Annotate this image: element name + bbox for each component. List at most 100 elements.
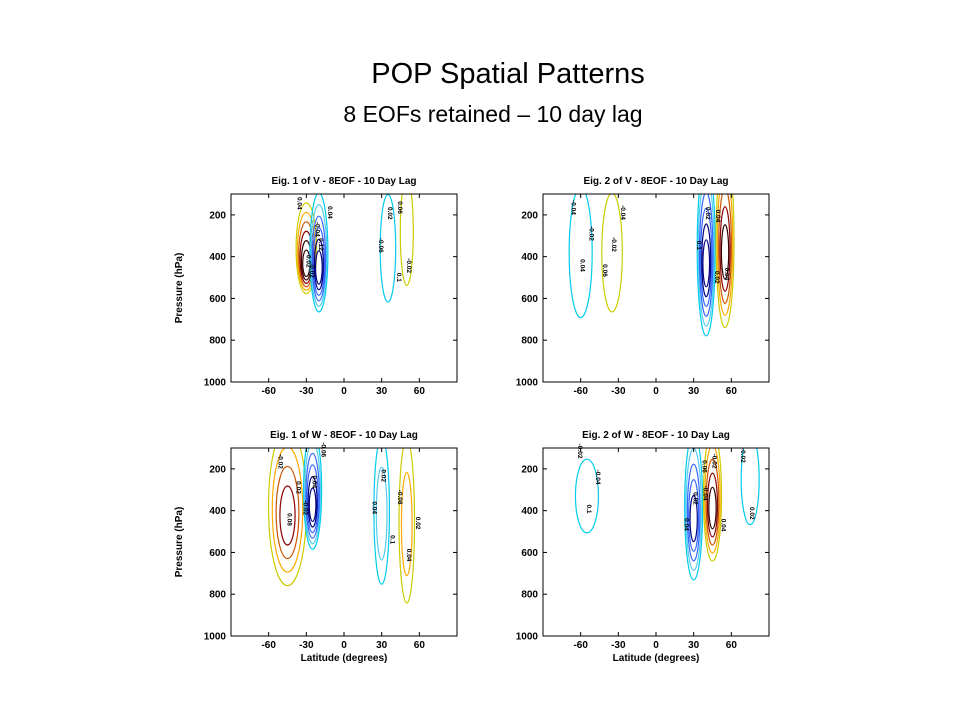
contour-3-1 (716, 194, 734, 317)
y-tick-label: 600 (521, 548, 538, 559)
contour-3-2 (718, 194, 732, 304)
contour-label: 0.1 (695, 241, 702, 250)
contour-2-3 (700, 207, 713, 308)
contour-label: 0.04 (579, 259, 586, 272)
x-tick-label: 30 (376, 386, 388, 397)
y-tick-label: 1000 (516, 378, 539, 389)
x-axis-label: Latitude (degrees) (301, 653, 388, 664)
contour-label: -0.06 (320, 442, 327, 457)
x-tick-label: -30 (611, 386, 626, 397)
contour-label: -0.08 (396, 490, 403, 505)
contour-1-4 (313, 238, 324, 291)
contour-label: 0.02 (414, 517, 421, 530)
contour-label: -0.04 (313, 222, 320, 237)
y-tick-label: 200 (209, 464, 226, 475)
contour-2-1 (375, 466, 388, 561)
y-tick-label: 1000 (204, 378, 227, 389)
contour-0-0 (267, 448, 308, 587)
contour-label: 0.02 (704, 207, 711, 220)
contour-lines (574, 448, 760, 581)
contour-3-4 (720, 224, 730, 280)
panel-eig2-w: Eig. 2 of W - 8EOF - 10 Day Lag -0.02 0.02… (480, 422, 780, 672)
x-tick-label: 0 (341, 640, 347, 651)
contour-label: -0.04 (570, 200, 577, 215)
contour-label: -0.02 (711, 454, 718, 469)
contour-label: -0.06 (377, 238, 384, 253)
x-tick-label: 0 (341, 386, 347, 397)
panel-title: Eig. 2 of V - 8EOF - 10 Day Lag (583, 176, 728, 187)
contour-1-2 (305, 452, 320, 539)
contour-1-2 (686, 463, 701, 562)
y-tick-label: 1000 (516, 632, 539, 643)
contour-label: 0.04 (295, 197, 302, 210)
contour-label: 0.06 (396, 201, 403, 214)
contour-label: 0.04 (723, 268, 730, 281)
contour-label: -0.02 (610, 237, 617, 252)
contour-1-1 (310, 204, 328, 307)
contour-label: -0.02 (739, 448, 746, 463)
contour-label: 0.04 (720, 519, 727, 532)
contour-3-0 (398, 448, 416, 604)
y-axis-label: Pressure (hPa) (174, 253, 185, 324)
contour-3-0 (399, 194, 414, 286)
x-tick-label: -60 (261, 640, 276, 651)
contour-0-0 (574, 458, 600, 534)
y-tick-label: 400 (209, 506, 226, 517)
slide-subtitle: 8 EOFs retained – 10 day lag (343, 101, 643, 127)
x-tick-label: -30 (299, 640, 314, 651)
plot-frame (230, 447, 458, 637)
contour-0-1 (271, 448, 304, 573)
contour-2-4 (708, 486, 717, 530)
y-tick-label: 200 (521, 464, 538, 475)
contour-1-0 (684, 448, 704, 581)
contour-label: -0.02 (277, 454, 284, 469)
contour-0-0 (568, 194, 593, 319)
x-tick-label: 30 (688, 640, 700, 651)
contour-2-5 (702, 239, 711, 288)
contour-label: 0.04 (326, 206, 333, 219)
contour-label: -0.02 (405, 258, 412, 273)
contour-chart: Eig. 1 of W - 8EOF - 10 Day Lag -0.02 0.04… (174, 430, 458, 664)
contour-1-0 (309, 194, 329, 313)
contour-label: 0.06 (701, 460, 708, 473)
contour-1-0 (303, 448, 323, 550)
x-tick-label: -30 (611, 640, 626, 651)
y-tick-label: 400 (521, 252, 538, 263)
slide-title: POP Spatial Patterns (371, 58, 645, 90)
contour-label: 0.02 (380, 469, 387, 482)
contour-lines (267, 448, 416, 604)
x-tick-label: 60 (726, 386, 738, 397)
y-tick-label: 400 (521, 506, 538, 517)
panel-eig1-w: Eig. 1 of W - 8EOF - 10 Day Lag -0.02 0.04… (168, 422, 468, 672)
contour-label: 0.02 (304, 255, 311, 268)
y-tick-label: 600 (209, 548, 226, 559)
contour-label: 0.02 (713, 271, 720, 284)
contour-label: 0.06 (601, 264, 608, 277)
y-tick-label: 200 (521, 210, 538, 221)
contour-1-5 (314, 250, 323, 285)
contour-lines (295, 194, 414, 313)
contour-label: 0.08 (286, 513, 293, 526)
contour-3-1 (400, 471, 413, 577)
contour-label: 0.04 (405, 549, 412, 562)
panel-eig2-v: Eig. 2 of V - 8EOF - 10 Day Lag -0.04 -0.0… (480, 168, 780, 418)
y-tick-label: 800 (209, 590, 226, 601)
contour-label: 0.04 (714, 210, 721, 223)
x-tick-label: -60 (261, 386, 276, 397)
contour-3-3 (719, 206, 731, 292)
panel-title: Eig. 1 of V - 8EOF - 10 Day Lag (271, 176, 416, 187)
contour-label: 0.1 (395, 273, 402, 282)
contour-label: 0.12 (317, 238, 324, 251)
contour-lines (568, 194, 735, 337)
contour-label: 0.02 (295, 481, 302, 494)
panel-eig1-v: Eig. 1 of V - 8EOF - 10 Day Lag 0.04 0.12 0… (168, 168, 468, 418)
x-tick-label: 0 (653, 640, 659, 651)
y-tick-label: 800 (209, 336, 226, 347)
contour-label: -0.02 (308, 263, 315, 278)
contour-2-0 (373, 448, 391, 585)
contour-label: -0.02 (588, 226, 595, 241)
contour-label: -0.04 (594, 470, 601, 485)
contour-1-4 (307, 475, 318, 528)
contour-1-1 (304, 448, 322, 545)
x-tick-label: -60 (573, 640, 588, 651)
